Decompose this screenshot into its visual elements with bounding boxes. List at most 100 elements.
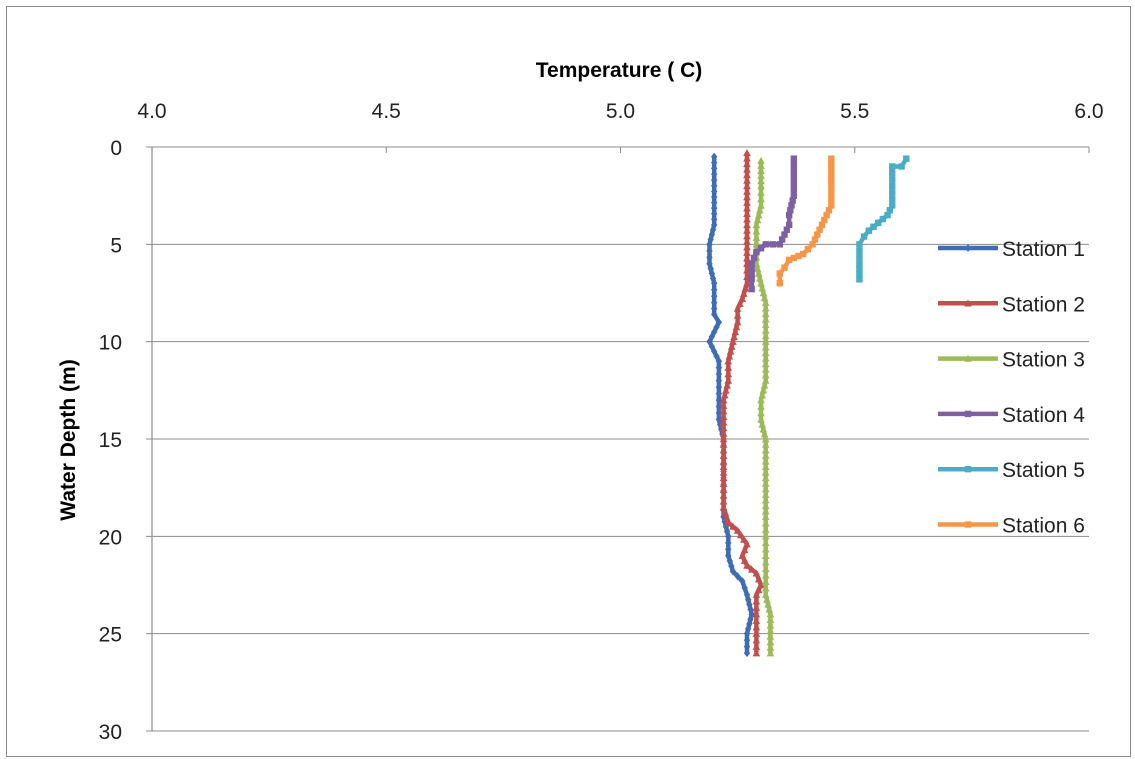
data-point xyxy=(719,446,728,454)
data-point xyxy=(711,327,718,336)
legend-marker xyxy=(964,299,972,307)
data-point xyxy=(752,610,761,618)
data-point xyxy=(776,280,783,287)
data-point xyxy=(715,363,723,372)
data-point xyxy=(738,295,747,303)
data-point xyxy=(856,254,863,261)
data-point xyxy=(743,561,751,569)
data-point xyxy=(758,284,767,292)
data-point xyxy=(766,643,775,651)
data-point xyxy=(766,627,775,635)
data-point xyxy=(733,311,742,319)
data-point xyxy=(757,402,765,410)
data-point xyxy=(856,265,863,273)
data-point xyxy=(761,365,770,373)
data-point xyxy=(719,396,728,404)
data-point xyxy=(756,274,764,282)
data-point xyxy=(711,198,718,207)
data-point xyxy=(766,649,775,657)
data-point xyxy=(729,522,737,530)
data-point xyxy=(761,513,770,521)
data-point xyxy=(761,343,770,351)
data-point xyxy=(761,519,770,527)
data-point xyxy=(757,195,765,203)
x-tick-label: 5.0 xyxy=(606,100,635,123)
data-point xyxy=(761,332,770,340)
legend-label: Station 5 xyxy=(1002,459,1085,482)
data-point xyxy=(736,531,745,539)
data-point xyxy=(723,381,731,389)
legend-marker xyxy=(964,354,972,362)
data-point xyxy=(761,532,770,540)
data-point xyxy=(874,219,882,227)
data-point xyxy=(724,363,733,371)
legend-item: Station 5 xyxy=(938,459,1085,482)
data-point xyxy=(752,590,761,598)
data-point xyxy=(761,552,770,559)
data-point xyxy=(865,227,873,234)
data-point xyxy=(748,260,755,267)
data-point xyxy=(708,332,716,341)
data-point xyxy=(733,526,742,534)
data-point xyxy=(741,583,748,592)
data-point xyxy=(752,603,761,611)
data-point xyxy=(715,389,723,398)
data-point xyxy=(821,216,828,224)
data-point xyxy=(746,619,753,628)
series-2 xyxy=(719,149,765,657)
legend-label: Station 3 xyxy=(1002,349,1085,372)
data-point xyxy=(711,170,718,179)
data-point xyxy=(734,572,741,581)
series-4 xyxy=(748,155,798,293)
data-point xyxy=(828,177,835,184)
data-point xyxy=(828,160,835,168)
data-point xyxy=(711,304,718,313)
data-point xyxy=(761,564,770,572)
data-point xyxy=(743,232,751,240)
data-point xyxy=(759,386,768,394)
data-point xyxy=(726,347,735,355)
data-point xyxy=(903,155,910,162)
data-point xyxy=(795,252,802,260)
data-point xyxy=(748,285,755,293)
data-point xyxy=(828,189,835,196)
data-point xyxy=(720,512,727,521)
data-point xyxy=(760,381,769,389)
data-point xyxy=(889,163,896,170)
y-tick-label: 30 xyxy=(99,721,122,744)
data-point xyxy=(856,270,863,278)
data-point xyxy=(764,600,772,608)
data-point xyxy=(707,235,714,244)
legend-marker xyxy=(964,466,972,473)
data-point xyxy=(761,496,770,504)
data-point xyxy=(889,202,896,209)
data-point xyxy=(743,279,751,287)
data-point xyxy=(743,649,751,658)
data-point xyxy=(743,209,751,217)
data-point xyxy=(752,636,761,644)
data-point xyxy=(711,187,718,196)
x-tick-label: 4.0 xyxy=(137,100,166,123)
data-point xyxy=(776,241,783,248)
data-point xyxy=(740,556,749,564)
data-point xyxy=(743,165,751,173)
legend-marker xyxy=(964,521,972,528)
data-point xyxy=(781,264,788,271)
data-point xyxy=(711,164,718,173)
data-point xyxy=(757,409,765,417)
data-point xyxy=(754,211,763,219)
data-point xyxy=(754,269,763,277)
data-point xyxy=(886,207,894,214)
data-point xyxy=(761,539,770,547)
data-point xyxy=(711,285,718,294)
chart-frame xyxy=(6,6,1131,757)
data-point xyxy=(761,463,770,471)
data-point xyxy=(729,337,737,345)
data-point xyxy=(739,577,746,586)
x-tick-label: 5.5 xyxy=(840,100,869,123)
data-point xyxy=(757,581,765,589)
legend: Station 1 Station 2 Station 3 Station 4 Stat… xyxy=(938,238,1085,538)
data-point xyxy=(743,237,751,245)
data-point xyxy=(757,188,765,196)
data-point xyxy=(761,310,770,318)
